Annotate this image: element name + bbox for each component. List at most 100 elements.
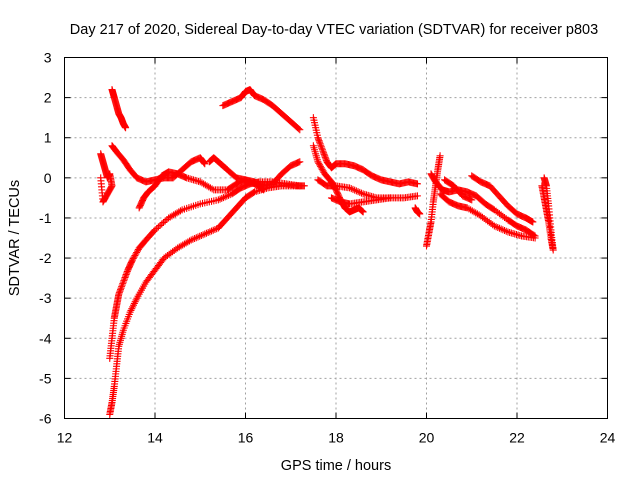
data-point <box>316 162 324 170</box>
x-tick-label: 16 <box>238 430 254 446</box>
data-point <box>317 143 325 151</box>
y-tick-label: -6 <box>39 411 52 427</box>
data-point <box>300 182 308 190</box>
data-point <box>208 185 216 193</box>
data-point <box>492 223 500 231</box>
data-point <box>314 135 322 143</box>
data-point <box>315 137 323 145</box>
data-point <box>97 174 105 182</box>
chart-title: Day 217 of 2020, Sidereal Day-to-day VTE… <box>70 22 598 38</box>
data-point <box>468 196 476 204</box>
y-tick-label: 0 <box>44 170 52 186</box>
data-point <box>204 228 212 236</box>
data-point <box>357 189 365 197</box>
data-point <box>296 126 304 134</box>
data-point <box>221 193 229 201</box>
data-point <box>128 305 136 313</box>
data-point <box>158 220 166 228</box>
data-point <box>223 192 231 200</box>
data-point <box>219 194 227 202</box>
data-point <box>196 232 204 240</box>
data-point <box>129 303 137 311</box>
data-point <box>416 210 424 218</box>
data-point <box>202 229 210 237</box>
data-point <box>314 134 322 142</box>
data-point <box>316 140 324 148</box>
data-point <box>317 164 325 172</box>
data-point <box>346 184 354 192</box>
data-point <box>351 186 359 194</box>
data-point <box>502 227 510 235</box>
data-point <box>315 159 323 167</box>
data-point <box>318 146 326 154</box>
data-point <box>191 235 199 243</box>
data-point <box>314 158 322 166</box>
data-point <box>133 249 141 257</box>
data-point <box>347 185 355 193</box>
data-point <box>359 208 367 216</box>
data-point <box>186 237 194 245</box>
data-point <box>120 277 128 285</box>
x-tick-label: 22 <box>509 430 525 446</box>
data-point <box>200 159 208 167</box>
data-point <box>321 153 329 161</box>
data-point <box>199 231 207 239</box>
y-tick-label: 3 <box>44 50 52 66</box>
data-point <box>211 225 219 233</box>
data-point <box>192 234 200 242</box>
data-point <box>115 289 123 297</box>
data-point <box>494 223 502 231</box>
y-tick-label: -2 <box>39 250 52 266</box>
x-tick-label: 24 <box>600 430 616 446</box>
data-point <box>153 224 161 232</box>
data-point <box>352 187 360 195</box>
data-point <box>176 207 184 215</box>
data-point <box>354 188 362 196</box>
data-point <box>320 149 328 157</box>
data-point <box>322 155 330 163</box>
data-point <box>116 286 124 294</box>
data-point <box>130 299 138 307</box>
data-point <box>206 228 214 236</box>
data-point <box>349 185 357 193</box>
data-point <box>317 141 325 149</box>
data-point <box>295 125 303 133</box>
data-point <box>131 252 139 260</box>
data-point <box>201 230 209 238</box>
y-tick-label: -5 <box>39 370 52 386</box>
data-point <box>318 144 326 152</box>
data-point <box>316 138 324 146</box>
data-point <box>436 152 444 160</box>
data-point <box>319 167 327 175</box>
data-point <box>127 306 135 314</box>
y-axis-label: SDTVAR / TECUs <box>7 180 23 296</box>
data-point <box>194 233 202 241</box>
data-point <box>318 165 326 173</box>
data-point <box>122 272 130 280</box>
data-point <box>201 160 209 168</box>
data-point <box>413 180 421 188</box>
data-point <box>161 217 169 225</box>
data-point <box>118 283 126 291</box>
data-point <box>296 158 304 166</box>
data-point <box>320 150 328 158</box>
data-point <box>115 290 123 298</box>
data-point <box>131 298 139 306</box>
data-point <box>132 296 140 304</box>
data-point <box>216 195 224 203</box>
data-point <box>151 226 159 234</box>
y-tick-label: -1 <box>39 210 52 226</box>
data-point <box>197 231 205 239</box>
data-point <box>499 226 507 234</box>
data-point <box>214 196 222 204</box>
data-point <box>132 250 140 258</box>
data-point <box>356 188 364 196</box>
data-point <box>120 275 128 283</box>
data-point <box>116 287 124 295</box>
data-point <box>117 284 125 292</box>
data-point <box>495 224 503 232</box>
data-point <box>122 271 130 279</box>
y-tick-label: 2 <box>44 90 52 106</box>
